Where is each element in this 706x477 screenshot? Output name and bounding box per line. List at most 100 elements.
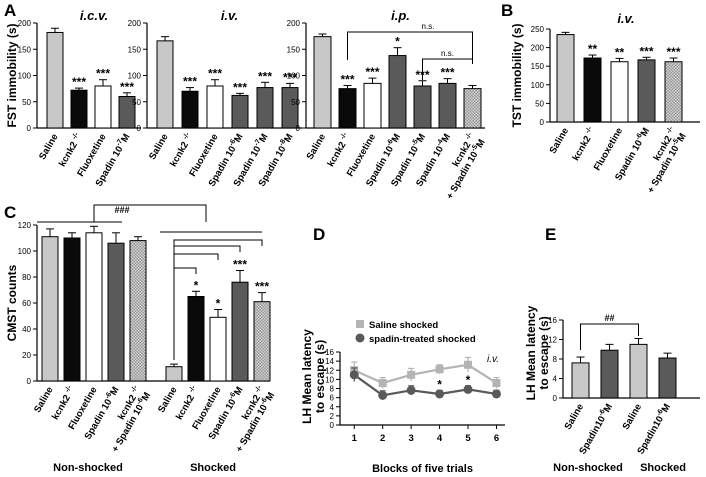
panel-e-bracket (580, 323, 639, 350)
panel-d-xtick-label-5: 6 (494, 433, 499, 444)
panel-c-group-0-bar-0 (41, 236, 59, 382)
panel-e-ylabel: LH Mean latencyto escape (s) (524, 305, 551, 400)
panel-b-bar-0 (556, 34, 575, 123)
panel-c-group-label-0: Non-shocked (53, 462, 123, 474)
panel-c-group-0-bar-1 (63, 237, 81, 382)
panel-e-bar-3 (658, 357, 677, 399)
panel-b-letter: B (501, 1, 513, 20)
panel-a-bracket-label-1: n.s. (441, 49, 454, 58)
panel-a-sub-1-bar-2 (206, 85, 224, 129)
panel-d-ytick-label-8: 16 (325, 348, 334, 357)
panel-a-sub-1-xlabel-1-text: kcnk2 -/- (167, 131, 196, 169)
panel-a-sub-0-ytick-label-4: 200 (18, 19, 32, 28)
panel-b: B TST immobility (s) 0 50 100 150 200 250 i.v. Sa… (501, 1, 700, 195)
panel-e-ytick-label-2: 8 (553, 355, 558, 364)
panel-d-ylabel-line-2: to escape (s) (313, 340, 327, 413)
panel-a-sub-2-xlabel-0-text: Saline (305, 132, 329, 162)
panel-c-group-1-xlabel-0-text: Saline (156, 385, 180, 415)
panel-a-sub-0-ytick-label-3: 150 (18, 45, 32, 54)
panel-c-ytick-label-0: 0 (27, 377, 32, 386)
panel-c-group-1-sig-2: * (216, 297, 221, 311)
panel-a-sub-1-ytick-label-0: 0 (137, 124, 142, 133)
panel-c-group-1-sig-3: *** (233, 258, 247, 272)
panel-a-bracket-1 (422, 58, 473, 80)
panel-a-sub-2-bar-5 (438, 82, 457, 129)
panel-c-ytick-label-6: 120 (18, 221, 32, 230)
panel-a-sub-2-sig-2: *** (365, 65, 379, 79)
panel-a-sub-1-ytick-label-3: 150 (128, 45, 142, 54)
panel-d-series-0-point-5 (492, 379, 501, 388)
panel-a-sub-2-xlabel-1-text: kcnk2 -/- (325, 131, 354, 169)
panel-b-ytick-label-5: 250 (531, 25, 545, 34)
panel-a-sub-0-bar-1 (70, 89, 88, 129)
panel-d-series-1-point-0 (349, 370, 359, 380)
panel-b-xlabel-0-text: Saline (548, 126, 572, 156)
panel-a-sub-2-bar-6 (463, 88, 482, 129)
panel-a-sub-2-ytick-label-3: 150 (287, 45, 301, 54)
panel-a-sub-1-sig-3: *** (233, 80, 247, 94)
panel-a-letter: A (4, 1, 16, 20)
panel-a-sub-0-sig-1: *** (72, 75, 86, 89)
panel-a-sub-0-sig-2: *** (96, 67, 110, 81)
panel-d-series-1-point-3 (435, 389, 445, 399)
panel-a-sub-1-xlabel-0: Saline (147, 132, 171, 162)
panel-a-sub-0-ytick-label-0: 0 (27, 124, 32, 133)
panel-b-xlabel-0: Saline (548, 126, 572, 156)
panel-a: A FST immobility (s) 0 50 100 150 200 i.c.v. Sal… (4, 1, 488, 201)
panel-c-ytick-label-1: 20 (22, 351, 31, 360)
panel-b-ytick-label-0: 0 (540, 118, 545, 127)
panel-a-sub-2-sig-1: *** (340, 72, 354, 86)
panel-d-ytick-label-0: 0 (330, 421, 335, 430)
panel-d-legend-marker-1 (355, 333, 365, 343)
panel-c-top-bracket-label: ### (114, 205, 129, 215)
panel-d-series-1-point-4 (463, 384, 473, 394)
panel-e-ytick-label-0: 0 (553, 394, 558, 403)
panel-c-group-1-bar-0 (165, 366, 183, 382)
panel-d-ytick-label-3: 6 (330, 394, 335, 403)
panel-c-group-0-bar-4 (129, 240, 147, 382)
panel-b-ytick-label-2: 100 (531, 81, 545, 90)
panel-a-sub-2-xlabel-1: kcnk2 -/- (325, 131, 354, 169)
panel-d-series-line-0 (353, 363, 498, 385)
panel-a-sub-0-bar-2 (94, 85, 112, 129)
panel-b-bar-2 (610, 61, 629, 123)
panel-b-xlabel-1: kcnk2 -/- (570, 125, 594, 163)
panel-a-sub-1-ytick-label-4: 200 (128, 19, 142, 28)
panel-d-ytick-label-5: 10 (325, 375, 334, 384)
panel-c-ytick-label-5: 100 (18, 247, 32, 256)
panel-a-sub-2-bar-3 (388, 55, 407, 129)
panel-c-group-0-xlabel-0: Saline (32, 385, 56, 415)
panel-d-letter: D (313, 225, 325, 244)
panel-e: E LH Mean latencyto escape (s)0 4 8 12 16 Sali… (524, 225, 700, 474)
panel-e-ylabel-line-1: LH Mean latency (524, 305, 538, 400)
panel-d-series-line-1 (353, 373, 497, 397)
panel-b-route: i.v. (617, 11, 634, 26)
panel-d-route: i.v. (487, 354, 499, 365)
panel-c-group-1-bar-2 (209, 316, 227, 382)
panel-d-ylabel-line-1: LH Mean latency (300, 329, 314, 424)
panel-c-group-1-bar-1 (187, 296, 205, 382)
panel-a-sub-1-ytick-label-1: 50 (132, 98, 141, 107)
panel-b-sig-2: ** (615, 45, 625, 59)
panel-a-sub-0-xlabel-0-text: Saline (37, 132, 61, 162)
panel-d-series-0-point-2 (407, 370, 416, 379)
panel-c-ytick-label-3: 60 (22, 299, 31, 308)
panel-d-ytick-label-2: 4 (330, 403, 335, 412)
panel-a-sub-0-xlabel-0: Saline (37, 132, 61, 162)
panel-d-ytick-label-1: 2 (330, 412, 335, 421)
panel-d-series-1-point-1 (378, 390, 388, 400)
panel-d-ytick-label-4: 8 (330, 385, 335, 394)
panel-a-sub-1-sig-2: *** (208, 67, 222, 81)
panel-e-letter: E (545, 225, 556, 244)
panel-b-bar-1 (583, 57, 602, 123)
panel-a-bracket-0 (347, 31, 473, 60)
panel-e-ylabel-line-2: to escape (s) (537, 316, 551, 389)
panel-d-sig-1: * (466, 373, 471, 387)
panel-d-xtick-label-0: 1 (352, 433, 358, 444)
panel-a-sub-2-ytick-label-4: 200 (287, 19, 301, 28)
panel-a-sub-2-bar-2 (363, 82, 382, 129)
panel-a-sub-1-bar-4 (256, 87, 274, 129)
